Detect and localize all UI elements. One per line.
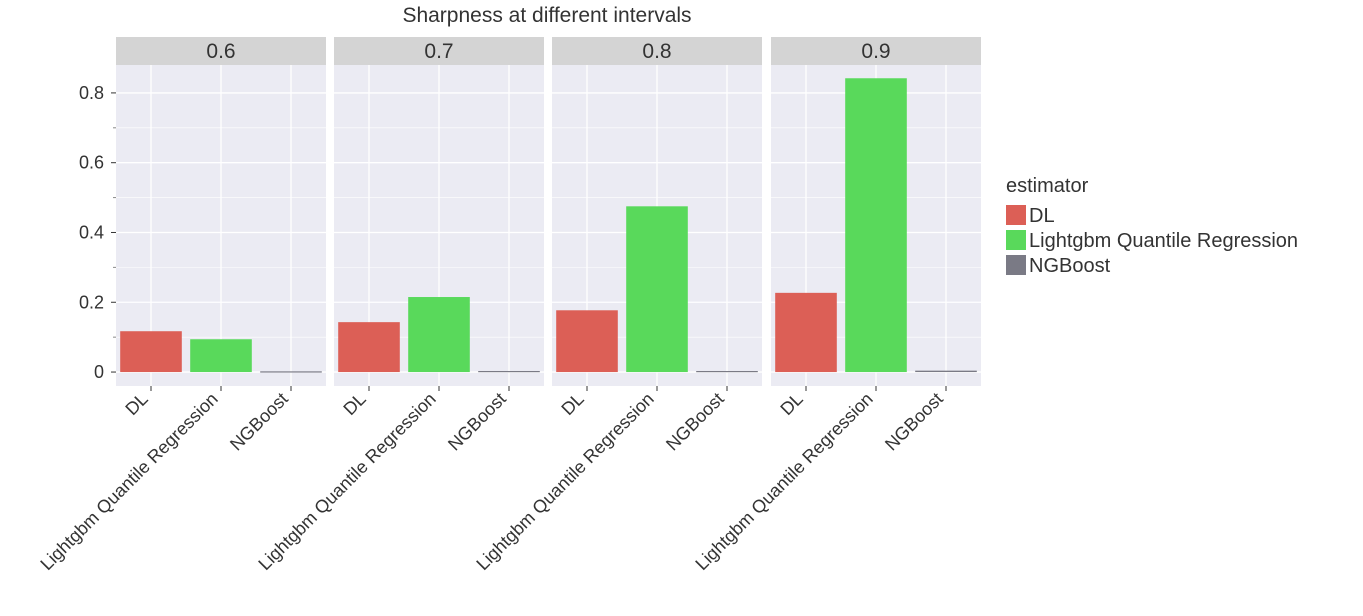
bar-0.6-dl <box>120 331 182 373</box>
bar-0.8-lightgbm-quantile-regression <box>626 206 688 373</box>
y-tick-label: 0.2 <box>79 292 104 312</box>
legend: estimator DL Lightgbm Quantile Regression… <box>1006 175 1298 277</box>
facet-strip-label: 0.9 <box>861 40 890 63</box>
x-tick-label: DL <box>776 389 806 419</box>
bar-0.7-ngboost <box>478 370 540 373</box>
y-tick-label: 0 <box>94 362 104 382</box>
bar-0.6-lightgbm-quantile-regression <box>190 339 252 373</box>
y-tick-label: 0.8 <box>79 83 104 103</box>
legend-label-ngboost: NGBoost <box>1029 255 1111 277</box>
y-tick-label: 0.4 <box>79 222 104 242</box>
bar-0.6-ngboost <box>260 371 322 373</box>
legend-label-dl: DL <box>1029 205 1055 227</box>
legend-swatch-lightgbm-quantile-regression <box>1006 230 1026 250</box>
x-tick-label: Lightgbm Quantile Regression <box>472 389 657 574</box>
x-tick-label: NGBoost <box>444 389 510 455</box>
facet-strip <box>771 37 981 65</box>
legend-label-lightgbm-quantile-regression: Lightgbm Quantile Regression <box>1029 230 1298 252</box>
bar-0.9-dl <box>775 292 837 373</box>
x-tick-label: DL <box>557 389 587 419</box>
x-tick-label: Lightgbm Quantile Regression <box>691 389 876 574</box>
x-tick-label: DL <box>121 389 151 419</box>
bar-0.8-ngboost <box>696 370 758 373</box>
bar-0.9-lightgbm-quantile-regression <box>845 78 907 373</box>
bar-0.8-dl <box>556 310 618 373</box>
facet-strip-label: 0.6 <box>206 40 235 63</box>
chart-title: Sharpness at different intervals <box>402 4 691 27</box>
x-tick-label: NGBoost <box>662 389 728 455</box>
bar-0.9-ngboost <box>915 370 977 373</box>
x-tick-label: NGBoost <box>881 389 947 455</box>
legend-swatch-dl <box>1006 205 1026 225</box>
x-tick-label: DL <box>339 389 369 419</box>
facet-strip <box>116 37 326 65</box>
bar-0.7-lightgbm-quantile-regression <box>408 297 470 373</box>
legend-title: estimator <box>1006 175 1089 197</box>
x-tick-label: NGBoost <box>226 389 292 455</box>
x-tick-label: Lightgbm Quantile Regression <box>254 389 439 574</box>
legend-swatch-ngboost <box>1006 255 1026 275</box>
facet-strip-label: 0.8 <box>642 40 671 63</box>
facet-strip <box>334 37 544 65</box>
facet-strip <box>552 37 762 65</box>
x-tick-label: Lightgbm Quantile Regression <box>36 389 221 574</box>
facet-strip-label: 0.7 <box>424 40 453 63</box>
y-tick-label: 0.6 <box>79 153 104 173</box>
y-axis: 0 0.2 0.4 0.6 0.8 <box>79 83 116 382</box>
bar-0.7-dl <box>338 322 400 373</box>
